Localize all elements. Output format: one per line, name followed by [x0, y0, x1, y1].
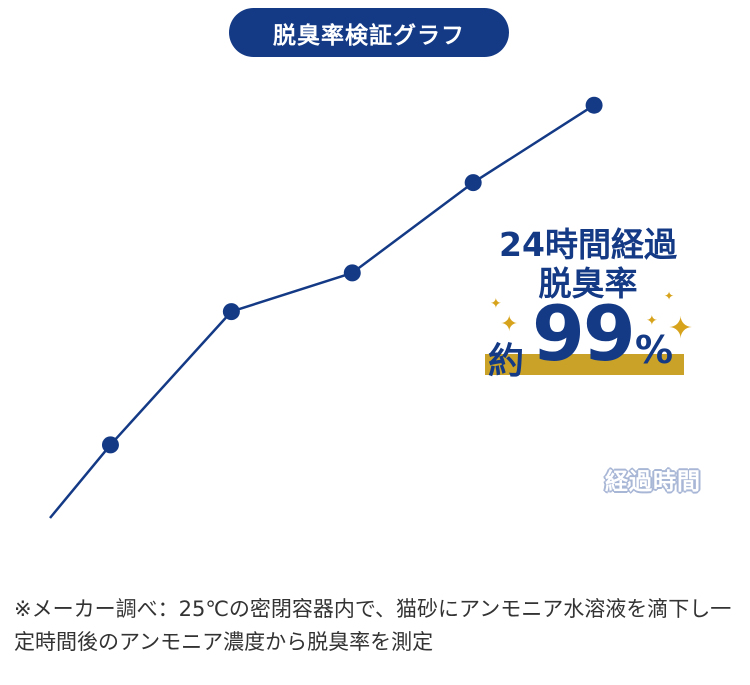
sparkle-icon: ✦: [646, 313, 658, 329]
callout-duration: 24時間経過: [499, 225, 677, 264]
sparkle-icon: ✦: [668, 311, 694, 346]
line-chart: [49, 96, 603, 519]
sparkle-icon: ✦: [500, 312, 519, 337]
data-point: [585, 96, 603, 114]
callout-unit: %: [635, 328, 674, 372]
x-axis-label: 経過時間: [605, 469, 701, 495]
callout-percentage: 約 99 %: [478, 294, 698, 384]
gold-underline: [485, 354, 684, 375]
chart-title: 脱臭率検証グラフ: [229, 8, 509, 57]
sparkle-icon: ✦: [490, 296, 502, 312]
series-line: [49, 104, 595, 519]
callout-metric: 脱臭率: [538, 264, 638, 303]
data-point: [101, 436, 119, 454]
callout-prefix: 約: [488, 341, 525, 382]
data-point: [464, 174, 482, 192]
data-point: [343, 264, 361, 282]
data-point: [222, 303, 240, 321]
footnote: ※メーカー調べ：25℃の密閉容器内で、猫砂にアンモニア水溶液を滴下し一定時間後の…: [14, 597, 732, 654]
sparkle-icon: ✦: [664, 289, 675, 303]
callout-value: 99: [532, 289, 636, 378]
result-callout: 24時間経過 脱臭率 約 99 %: [478, 226, 698, 384]
